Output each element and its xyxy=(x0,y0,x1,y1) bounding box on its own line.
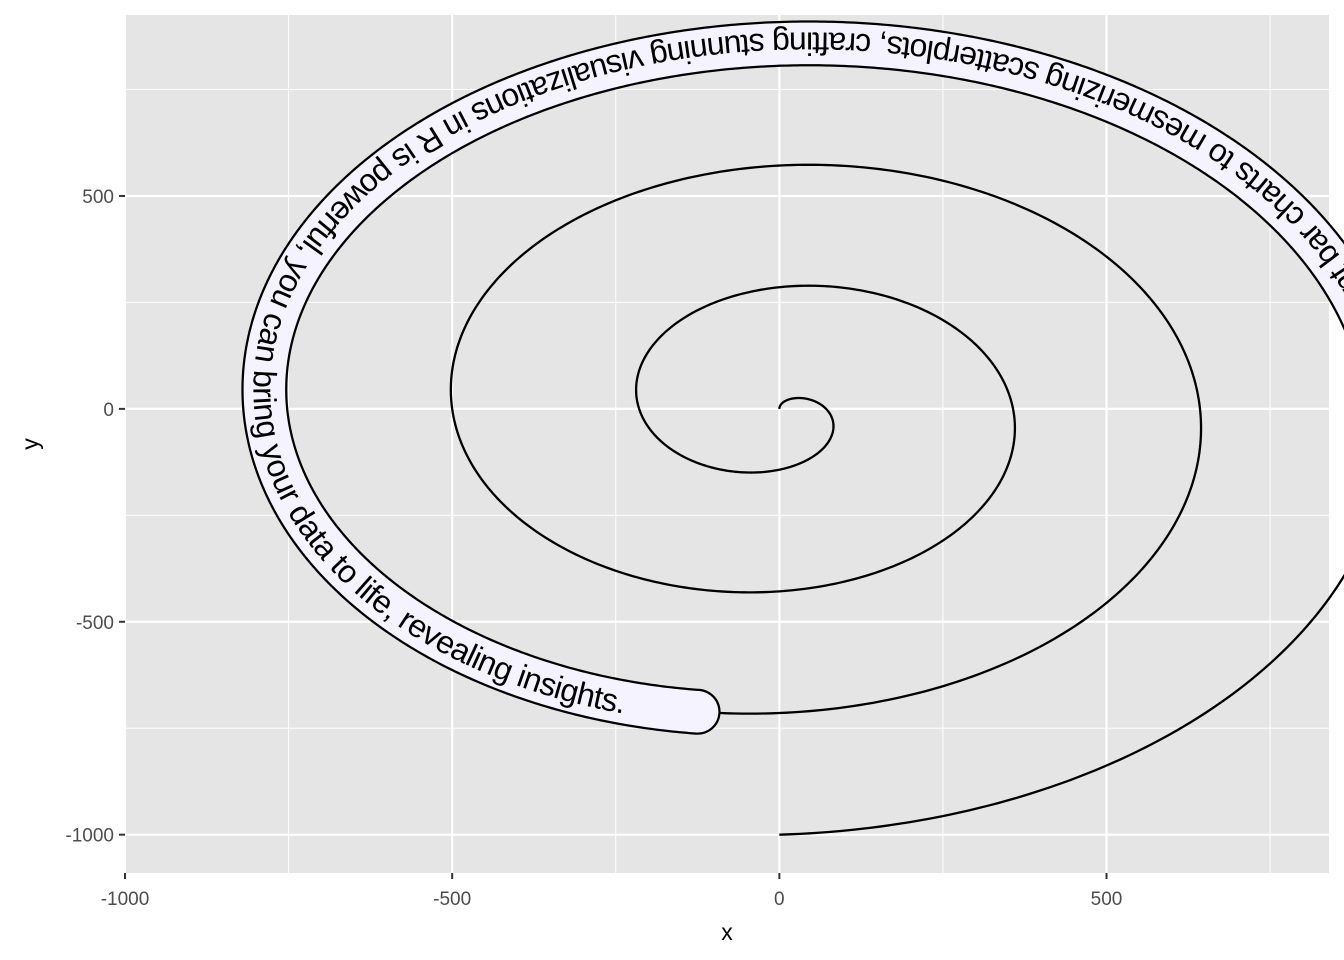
x-tick-label: 0 xyxy=(774,889,785,910)
y-axis-title: y xyxy=(17,438,43,450)
x-tick-label: 500 xyxy=(1091,889,1123,910)
y-tick-label: 0 xyxy=(103,400,114,421)
x-axis-title: x xyxy=(721,919,733,945)
x-tick-label: -1000 xyxy=(101,889,150,910)
axes: -1000 -500 0 500 -1000 -500 0 500 xyxy=(65,187,1122,910)
plot-panel xyxy=(125,15,1329,873)
x-tick-label: -500 xyxy=(433,889,471,910)
grid-major xyxy=(123,15,1329,873)
text-label-background xyxy=(243,22,1344,733)
y-tick-label: -500 xyxy=(76,613,114,634)
y-tick-label: -1000 xyxy=(65,826,114,847)
y-tick-label: 500 xyxy=(82,187,114,208)
